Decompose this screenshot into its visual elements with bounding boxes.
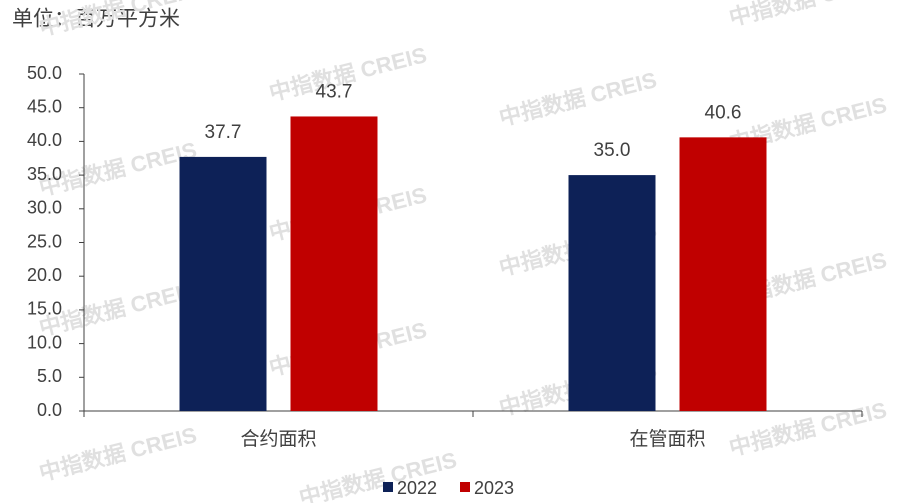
y-tick-label: 0.0 (37, 400, 62, 420)
legend-swatch (383, 482, 393, 492)
y-tick-label: 5.0 (37, 366, 62, 386)
value-label: 43.7 (316, 81, 353, 102)
bar (179, 156, 267, 411)
value-label: 35.0 (594, 140, 631, 161)
y-tick-label: 35.0 (27, 164, 62, 184)
y-tick-label: 40.0 (27, 130, 62, 150)
watermark: 中指数据 CREIS (37, 422, 200, 485)
y-tick-label: 30.0 (27, 198, 62, 218)
bar (290, 116, 378, 411)
value-label: 40.6 (705, 102, 742, 123)
watermark: 中指数据 CREIS (727, 0, 890, 30)
y-tick-label: 10.0 (27, 332, 62, 352)
legend-label: 2023 (474, 478, 514, 498)
watermark: 中指数据 CREIS (497, 67, 660, 130)
legend-swatch (460, 482, 470, 492)
y-tick-label: 45.0 (27, 96, 62, 116)
y-tick-label: 25.0 (27, 231, 62, 251)
x-tick-label: 在管面积 (629, 428, 705, 450)
bar (679, 137, 767, 411)
bar (568, 175, 656, 411)
unit-label: 单位：百万平方米 (12, 8, 180, 31)
x-tick-label: 合约面积 (240, 428, 316, 450)
y-tick-label: 15.0 (27, 299, 62, 319)
legend-label: 2022 (397, 478, 437, 498)
value-label: 37.7 (205, 122, 242, 143)
y-tick-label: 20.0 (27, 265, 62, 285)
y-tick-label: 50.0 (27, 63, 62, 83)
